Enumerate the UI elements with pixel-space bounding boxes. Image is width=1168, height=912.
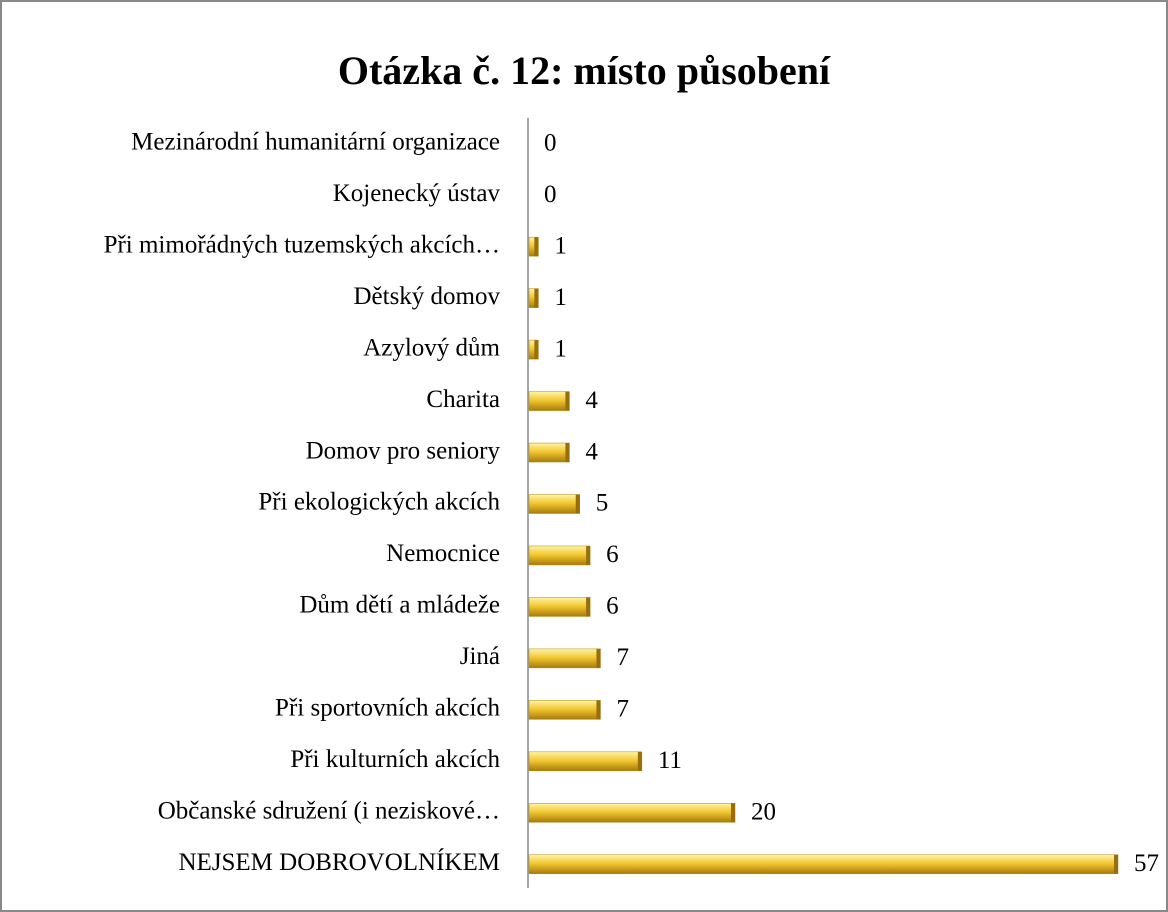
data-label: 11 xyxy=(658,747,682,774)
chart-title: Otázka č. 12: místo působení xyxy=(338,48,831,93)
category-label: Kojenecký ústav xyxy=(333,180,501,207)
data-label: 1 xyxy=(554,335,567,362)
bar-cap xyxy=(534,340,539,360)
data-label: 0 xyxy=(544,129,557,156)
bar-cap xyxy=(534,288,539,308)
data-label: 4 xyxy=(585,387,598,414)
category-label: Při sportovních akcích xyxy=(275,695,500,722)
data-label: 7 xyxy=(616,696,629,723)
bar xyxy=(528,442,570,463)
bar xyxy=(528,494,581,514)
data-label: 5 xyxy=(596,490,609,517)
bar xyxy=(528,854,1119,875)
bar xyxy=(528,597,591,617)
bar-cap xyxy=(731,803,736,823)
category-label: Dům dětí a mládeže xyxy=(299,592,500,619)
bar-cap xyxy=(534,237,539,257)
data-label: 7 xyxy=(616,644,629,671)
data-label: 6 xyxy=(606,593,619,620)
category-label: Při ekologických akcích xyxy=(258,489,500,516)
bar xyxy=(528,803,736,823)
bar-cap xyxy=(586,545,591,565)
category-label: Dětský domov xyxy=(353,283,500,310)
data-label: 1 xyxy=(554,232,567,259)
bar xyxy=(528,545,591,566)
bar-cap xyxy=(565,391,570,411)
category-label: Mezinárodní humanitární organizace xyxy=(131,128,500,155)
category-label: Při mimořádných tuzemských akcích… xyxy=(104,231,500,258)
category-label: Jiná xyxy=(460,643,500,670)
data-label: 20 xyxy=(751,799,776,826)
bar-cap xyxy=(637,751,642,771)
bar-cap xyxy=(1114,854,1118,874)
data-label: 57 xyxy=(1134,850,1159,877)
data-label: 6 xyxy=(606,541,619,568)
data-label: 0 xyxy=(544,181,557,208)
bar xyxy=(528,700,601,720)
category-label: Domov pro seniory xyxy=(306,437,501,464)
bar-cap xyxy=(596,648,601,668)
bar-cap xyxy=(586,597,591,617)
data-label: 4 xyxy=(585,438,598,465)
category-label: Při kulturních akcích xyxy=(290,746,500,773)
category-label: Nemocnice xyxy=(386,540,500,567)
bar-cap xyxy=(565,443,570,463)
bar xyxy=(528,391,570,411)
data-label: 1 xyxy=(554,284,567,311)
bar xyxy=(528,648,601,669)
category-label: Charita xyxy=(426,386,500,413)
bar-cap xyxy=(596,700,601,720)
category-label: Azylový dům xyxy=(363,334,500,361)
bar-cap xyxy=(575,494,580,514)
category-label: NEJSEM DOBROVOLNÍKEM xyxy=(178,848,500,876)
category-label: Občanské sdružení (i neziskové… xyxy=(158,798,500,825)
bar xyxy=(528,751,643,772)
